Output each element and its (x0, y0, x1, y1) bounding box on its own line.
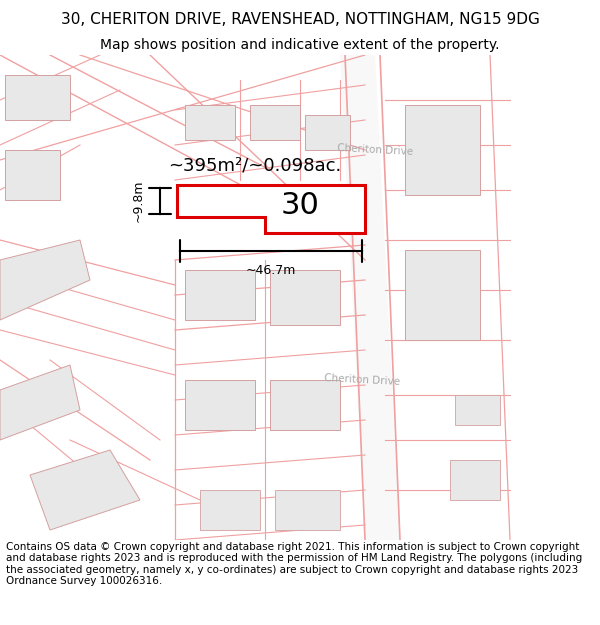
Text: ~395m²/~0.098ac.: ~395m²/~0.098ac. (169, 156, 341, 174)
Polygon shape (185, 105, 235, 140)
Polygon shape (270, 270, 340, 325)
Polygon shape (455, 395, 500, 425)
Polygon shape (30, 450, 140, 530)
Polygon shape (185, 270, 255, 320)
Text: 30: 30 (281, 191, 319, 221)
Polygon shape (177, 185, 365, 233)
Polygon shape (0, 240, 90, 320)
Text: ~9.8m: ~9.8m (131, 180, 145, 222)
Text: 30, CHERITON DRIVE, RAVENSHEAD, NOTTINGHAM, NG15 9DG: 30, CHERITON DRIVE, RAVENSHEAD, NOTTINGH… (61, 12, 539, 27)
Polygon shape (305, 115, 350, 150)
Polygon shape (275, 490, 340, 530)
Polygon shape (405, 105, 480, 195)
Text: Contains OS data © Crown copyright and database right 2021. This information is : Contains OS data © Crown copyright and d… (6, 542, 582, 586)
Polygon shape (405, 250, 480, 340)
Text: ~46.7m: ~46.7m (246, 264, 296, 278)
Polygon shape (0, 365, 80, 440)
Polygon shape (5, 75, 70, 120)
Text: Cheriton Drive: Cheriton Drive (324, 373, 400, 387)
Polygon shape (5, 150, 60, 200)
Polygon shape (250, 105, 300, 140)
Polygon shape (270, 380, 340, 430)
Polygon shape (200, 490, 260, 530)
Text: Map shows position and indicative extent of the property.: Map shows position and indicative extent… (100, 39, 500, 52)
Polygon shape (450, 460, 500, 500)
Text: Cheriton Drive: Cheriton Drive (337, 143, 413, 157)
Polygon shape (185, 380, 255, 430)
Polygon shape (340, 55, 400, 540)
